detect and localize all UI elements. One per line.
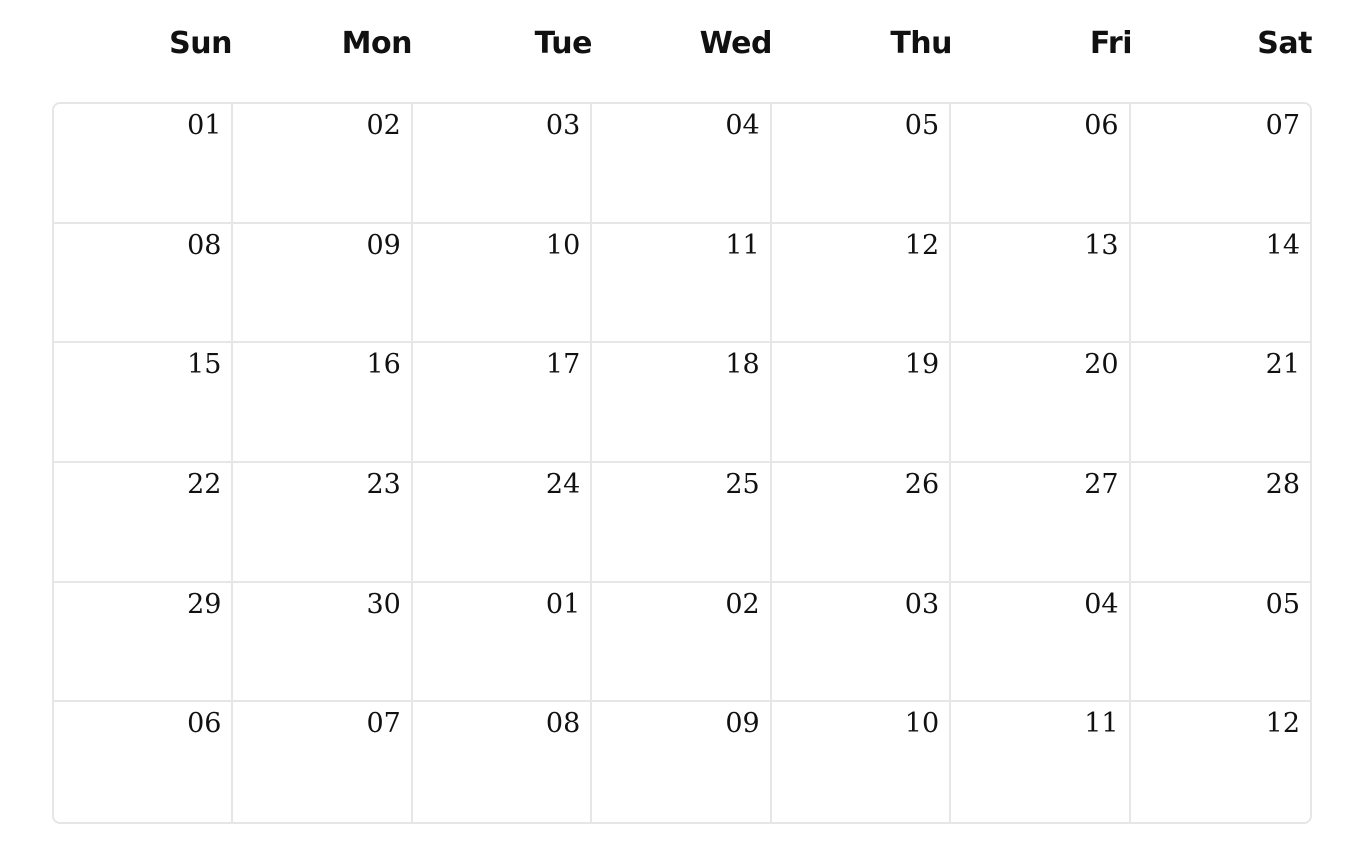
day-number: 17 bbox=[545, 349, 581, 381]
day-cell[interactable]: 24 bbox=[412, 462, 593, 583]
day-number: 05 bbox=[1265, 588, 1300, 620]
day-number: 14 bbox=[1265, 229, 1300, 261]
day-number: 28 bbox=[1265, 468, 1300, 500]
day-number: 08 bbox=[187, 229, 222, 261]
day-cell[interactable]: 16 bbox=[233, 343, 413, 463]
day-cell[interactable]: 28 bbox=[1130, 463, 1310, 583]
day-cell[interactable]: 12 bbox=[1131, 702, 1310, 822]
weekday-label-sun: Sun bbox=[169, 26, 232, 61]
day-cell[interactable]: 12 bbox=[771, 223, 952, 344]
day-number: 09 bbox=[366, 229, 401, 261]
day-number: 03 bbox=[904, 588, 940, 620]
day-number: 04 bbox=[1084, 588, 1119, 620]
day-number: 11 bbox=[725, 229, 760, 261]
day-cell[interactable]: 04 bbox=[951, 582, 1131, 703]
day-cell[interactable]: 17 bbox=[412, 343, 593, 463]
day-cell[interactable]: 11 bbox=[592, 223, 772, 344]
day-cell[interactable]: 01 bbox=[412, 582, 593, 703]
day-cell[interactable]: 09 bbox=[233, 223, 413, 344]
weekday-label-tue: Tue bbox=[534, 26, 593, 61]
day-cell[interactable]: 09 bbox=[592, 702, 772, 822]
day-cell[interactable]: 01 bbox=[54, 104, 234, 224]
day-number: 20 bbox=[1084, 349, 1119, 381]
day-cell[interactable]: 20 bbox=[951, 343, 1131, 463]
day-cell[interactable]: 29 bbox=[54, 582, 234, 703]
day-cell[interactable]: 25 bbox=[592, 462, 772, 583]
day-number: 27 bbox=[1084, 468, 1119, 500]
day-cell[interactable]: 23 bbox=[233, 462, 413, 583]
day-number: 07 bbox=[366, 708, 401, 740]
day-number: 25 bbox=[725, 468, 760, 500]
day-cell[interactable]: 13 bbox=[951, 223, 1131, 344]
day-number: 11 bbox=[1084, 708, 1119, 740]
day-cell[interactable]: 26 bbox=[771, 462, 952, 583]
weekday-header: Sun Mon Tue Wed Thu Fri Sat bbox=[52, 18, 1312, 74]
day-number: 05 bbox=[904, 110, 940, 141]
day-number: 02 bbox=[725, 588, 760, 620]
day-cell[interactable]: 02 bbox=[233, 104, 413, 224]
day-cell[interactable]: 02 bbox=[592, 582, 772, 703]
day-cell[interactable]: 10 bbox=[772, 702, 952, 822]
day-number: 07 bbox=[1265, 110, 1300, 141]
day-number: 30 bbox=[366, 588, 401, 620]
weekday-label-wed: Wed bbox=[699, 26, 773, 61]
day-cell[interactable]: 08 bbox=[54, 223, 234, 344]
day-cell[interactable]: 15 bbox=[54, 343, 234, 463]
day-cell[interactable]: 27 bbox=[951, 462, 1131, 583]
day-number: 23 bbox=[366, 468, 401, 500]
day-number: 29 bbox=[187, 588, 222, 620]
day-number: 12 bbox=[1265, 708, 1300, 740]
day-number: 22 bbox=[187, 468, 222, 500]
weekday-label-thu: Thu bbox=[890, 26, 952, 61]
day-cell[interactable]: 06 bbox=[951, 104, 1131, 224]
day-cell[interactable]: 05 bbox=[771, 104, 952, 224]
day-cell[interactable]: 07 bbox=[233, 702, 413, 822]
day-cell[interactable]: 10 bbox=[412, 223, 593, 344]
day-cell[interactable]: 05 bbox=[1130, 583, 1310, 703]
day-cell[interactable]: 14 bbox=[1130, 224, 1310, 344]
day-cell[interactable]: 19 bbox=[771, 343, 952, 463]
day-cell[interactable]: 03 bbox=[771, 582, 952, 703]
weekday-label-mon: Mon bbox=[341, 26, 413, 61]
day-number: 08 bbox=[545, 708, 581, 740]
day-cell[interactable]: 07 bbox=[1130, 104, 1310, 224]
weekday-label-sat: Sat bbox=[1257, 26, 1312, 61]
day-number: 13 bbox=[1084, 229, 1119, 261]
weekday-label-fri: Fri bbox=[1089, 26, 1133, 61]
day-cell[interactable]: 08 bbox=[413, 702, 593, 822]
day-number: 16 bbox=[366, 349, 401, 381]
day-number: 10 bbox=[904, 708, 940, 740]
day-cell[interactable]: 21 bbox=[1130, 343, 1310, 463]
day-cell[interactable]: 06 bbox=[54, 702, 234, 822]
day-number: 01 bbox=[187, 110, 222, 141]
day-cell[interactable]: 30 bbox=[233, 582, 413, 703]
day-number: 03 bbox=[545, 110, 581, 141]
day-number: 15 bbox=[187, 349, 222, 381]
day-number: 18 bbox=[725, 349, 760, 381]
day-cell[interactable]: 22 bbox=[54, 462, 234, 583]
day-number: 09 bbox=[725, 708, 760, 740]
day-number: 01 bbox=[545, 588, 581, 620]
day-number: 02 bbox=[366, 110, 401, 141]
day-number: 24 bbox=[545, 468, 581, 500]
day-number: 10 bbox=[545, 229, 581, 261]
day-number: 26 bbox=[904, 468, 940, 500]
day-cell[interactable]: 18 bbox=[592, 343, 772, 463]
day-number: 04 bbox=[725, 110, 760, 141]
day-cell[interactable]: 03 bbox=[412, 104, 593, 224]
calendar-grid: 01 02 03 04 05 06 07 08 09 10 11 12 13 14 15 16 17 18 19 20… bbox=[52, 102, 1312, 824]
day-cell[interactable]: 11 bbox=[951, 702, 1131, 822]
day-number: 06 bbox=[1084, 110, 1119, 141]
day-number: 21 bbox=[1265, 349, 1300, 381]
day-number: 19 bbox=[904, 349, 940, 381]
day-number: 12 bbox=[904, 229, 940, 261]
day-number: 06 bbox=[187, 708, 222, 740]
day-cell[interactable]: 04 bbox=[592, 104, 772, 224]
